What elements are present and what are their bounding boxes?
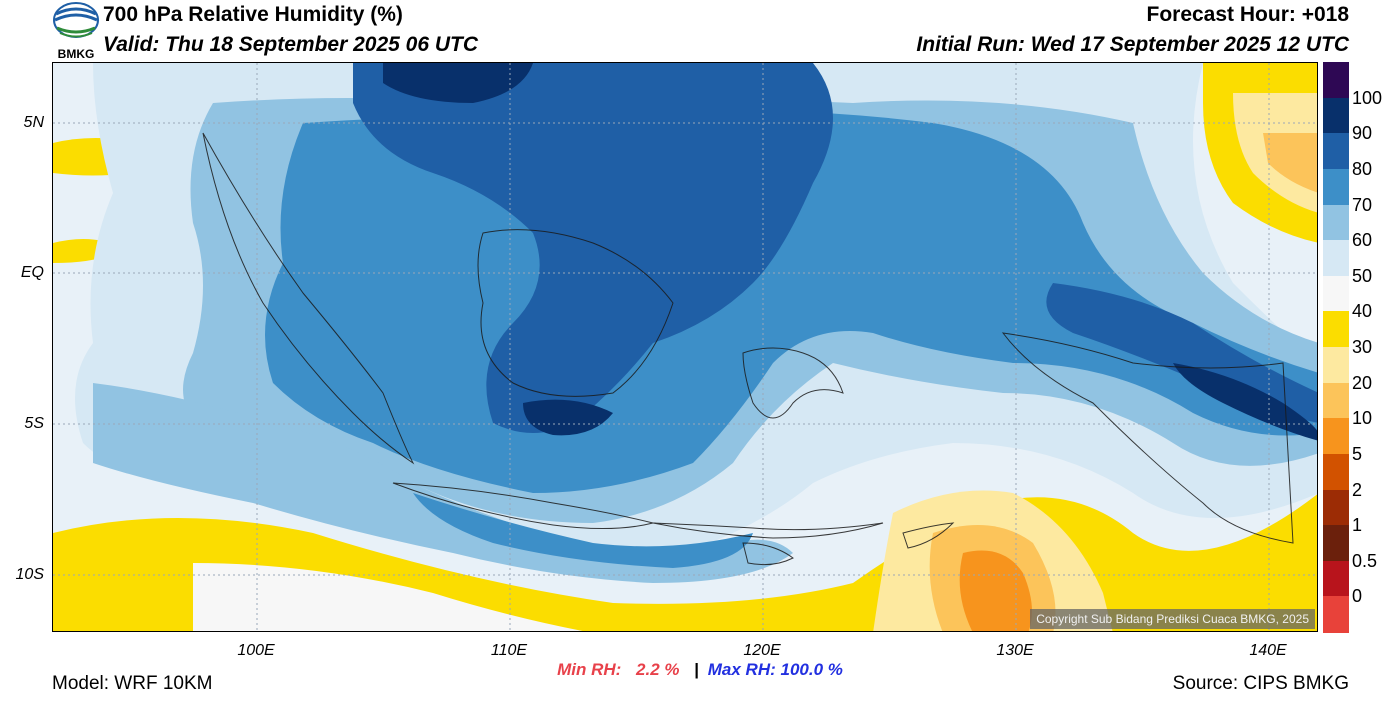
colorbar-swatch xyxy=(1323,418,1349,455)
colorbar-swatch xyxy=(1323,560,1349,597)
rh-separator: | xyxy=(694,660,700,679)
colorbar-label: 1 xyxy=(1352,515,1363,536)
colorbar-swatch xyxy=(1323,204,1349,241)
humidity-map: Copyright Sub Bidang Prediksi Cuaca BMKG… xyxy=(52,62,1318,632)
rh-extremes: Min RH: 2.2 % | Max RH: 100.0 % xyxy=(0,660,1400,680)
bmkg-logo: BMKG xyxy=(52,2,100,61)
colorbar-label: 0 xyxy=(1352,586,1363,607)
colorbar-label: 80 xyxy=(1352,158,1373,179)
colorbar-label: 90 xyxy=(1352,123,1373,144)
valid-time: Valid: Thu 18 September 2025 06 UTC xyxy=(103,33,479,56)
colorbar-label: 5 xyxy=(1352,443,1363,464)
colorbar-label: 20 xyxy=(1352,372,1373,393)
colorbar-label: 60 xyxy=(1352,230,1373,251)
colorbar-swatch xyxy=(1323,311,1349,348)
colorbar-swatch xyxy=(1323,275,1349,312)
colorbar-label: 10 xyxy=(1352,408,1373,429)
colorbar-swatch xyxy=(1323,453,1349,490)
initial-run: Initial Run: Wed 17 September 2025 12 UT… xyxy=(916,33,1349,56)
colorbar-swatch xyxy=(1323,596,1349,633)
lat-label-5s: 5S xyxy=(24,415,44,432)
colorbar-label: 0.5 xyxy=(1352,550,1378,571)
colorbar-swatch xyxy=(1323,168,1349,205)
forecast-hour: Forecast Hour: +018 xyxy=(1146,3,1350,26)
lon-label-100e: 100E xyxy=(237,642,275,659)
colorbar-swatch xyxy=(1323,382,1349,419)
min-rh-value: 2.2 % xyxy=(636,660,680,679)
colorbar-label: 2 xyxy=(1352,479,1363,500)
lat-label-eq: EQ xyxy=(20,264,44,281)
lon-label-110e: 110E xyxy=(490,642,528,659)
colorbar-swatch xyxy=(1323,347,1349,384)
colorbar-label: 70 xyxy=(1352,194,1373,215)
lon-label-120e: 120E xyxy=(743,642,781,659)
colorbar-swatch xyxy=(1323,97,1349,134)
colorbar-swatch xyxy=(1323,133,1349,170)
colorbar-label: 100 xyxy=(1352,87,1383,108)
lon-label-130e: 130E xyxy=(996,642,1034,659)
lat-label-10s: 10S xyxy=(15,566,44,583)
colorbar-swatch xyxy=(1323,525,1349,562)
colorbar-label: 30 xyxy=(1352,337,1373,357)
colorbar-swatch xyxy=(1323,240,1349,277)
lon-label-140e: 140E xyxy=(1249,642,1287,659)
colorbar-label: 40 xyxy=(1352,301,1373,322)
colorbar-label: 50 xyxy=(1352,265,1373,286)
model-label: Model: WRF 10KM xyxy=(52,673,213,694)
logo-text: BMKG xyxy=(58,47,95,60)
chart-title: 700 hPa Relative Humidity (%) xyxy=(103,3,403,26)
source-label: Source: CIPS BMKG xyxy=(1172,673,1349,694)
colorbar-swatch xyxy=(1323,489,1349,526)
min-rh-label: Min RH: xyxy=(557,660,622,679)
colorbar-swatch xyxy=(1323,62,1349,99)
max-rh-label: Max RH: 100.0 % xyxy=(707,660,843,679)
copyright-notice: Copyright Sub Bidang Prediksi Cuaca BMKG… xyxy=(1030,609,1315,629)
lat-label-5n: 5N xyxy=(23,114,44,131)
